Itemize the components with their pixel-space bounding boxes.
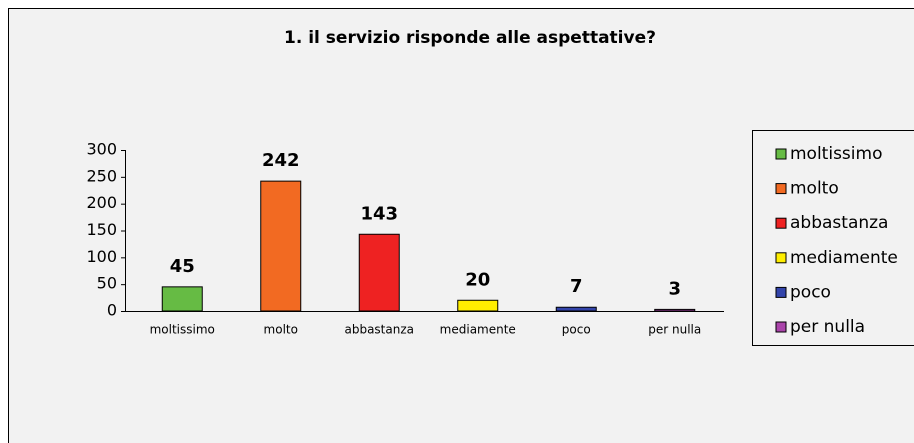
- legend-label: moltissimo: [790, 144, 882, 164]
- legend-label: poco: [790, 282, 831, 302]
- bar: [260, 180, 302, 312]
- data-label: 20: [465, 269, 490, 290]
- legend-swatch: [775, 286, 787, 298]
- x-tick-label: molto: [264, 323, 298, 337]
- x-tick-label: moltissimo: [150, 323, 215, 337]
- bar: [654, 308, 696, 312]
- y-tick-label: 250: [86, 166, 117, 185]
- legend-swatch: [775, 321, 787, 333]
- bar: [161, 286, 203, 312]
- x-tick-label: poco: [562, 323, 591, 337]
- x-tick-label: per nulla: [648, 323, 701, 337]
- data-label: 7: [570, 276, 583, 297]
- y-tick-label: 150: [86, 220, 117, 239]
- legend-swatch: [775, 148, 787, 160]
- y-tick-label: 100: [86, 247, 117, 266]
- data-label: 242: [262, 150, 300, 171]
- y-tick-label: 50: [97, 274, 117, 293]
- x-tick-label: mediamente: [440, 323, 516, 337]
- legend-swatch: [775, 252, 787, 264]
- y-tick-label: 0: [107, 301, 117, 320]
- legend-label: per nulla: [790, 317, 865, 337]
- bar: [358, 233, 400, 312]
- legend-label: molto: [790, 179, 839, 199]
- legend-label: mediamente: [790, 248, 898, 268]
- bar: [555, 306, 597, 312]
- legend: [752, 130, 914, 346]
- bar: [457, 299, 499, 312]
- legend-swatch: [775, 183, 787, 195]
- y-tick-label: 200: [86, 193, 117, 212]
- chart-title: 1. il servizio risponde alle aspettative…: [284, 28, 656, 48]
- data-label: 45: [170, 256, 195, 277]
- legend-swatch: [775, 217, 787, 229]
- x-tick-label: abbastanza: [344, 323, 414, 337]
- data-label: 3: [668, 278, 681, 299]
- data-label: 143: [360, 203, 398, 224]
- y-tick-label: 300: [86, 140, 117, 159]
- legend-label: abbastanza: [790, 213, 888, 233]
